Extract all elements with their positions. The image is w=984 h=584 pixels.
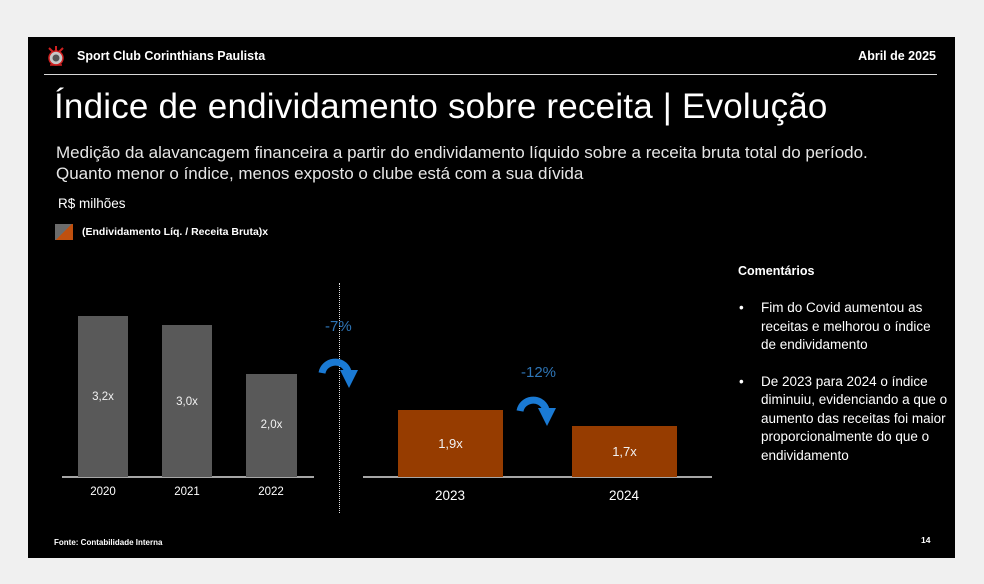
curved-arrow-down-icon (318, 358, 358, 388)
source-note: Fonte: Contabilidade Interna (54, 538, 163, 547)
bar-value: 3,2x (92, 391, 114, 403)
change-label-second: -12% (521, 364, 557, 381)
comment-item: De 2023 para 2024 o índice diminuiu, evi… (738, 373, 948, 466)
bar-value: 1,9x (438, 436, 463, 451)
chart-legend: (Endividamento Líq. / Receita Bruta)x (55, 224, 268, 240)
header-divider (44, 74, 937, 75)
bar-2021: 3,0x (162, 325, 212, 477)
club-name: Sport Club Corinthians Paulista (77, 49, 266, 63)
curved-arrow-down-icon (516, 396, 556, 426)
page-title: Índice de endividamento sobre receita | … (54, 87, 828, 126)
x-label-2024: 2024 (608, 488, 640, 503)
page-number: 14 (921, 535, 931, 545)
bar-2020: 3,2x (78, 316, 128, 477)
comments-title: Comentários (738, 264, 815, 278)
comments-list: Fim do Covid aumentou as receitas e melh… (738, 299, 948, 483)
comment-item: Fim do Covid aumentou as receitas e melh… (738, 299, 948, 355)
x-label-2022: 2022 (258, 486, 284, 498)
corinthians-crest-icon (48, 46, 64, 66)
legend-label: (Endividamento Líq. / Receita Bruta)x (82, 226, 269, 238)
period-divider (339, 283, 340, 513)
units-label: R$ milhões (58, 196, 126, 211)
report-date: Abril de 2025 (858, 49, 936, 63)
legend-swatch (55, 224, 73, 240)
bar-2024: 1,7x (572, 426, 677, 477)
x-label-2023: 2023 (434, 488, 466, 503)
subtitle-line-1: Medição da alavancagem financeira a part… (56, 143, 868, 162)
bar-2022: 2,0x (246, 374, 297, 477)
bar-value: 2,0x (260, 419, 283, 431)
bar-value: 1,7x (612, 444, 637, 459)
subtitle-line-2: Quanto menor o índice, menos exposto o c… (56, 164, 584, 183)
slide: Sport Club Corinthians Paulista Abril de… (28, 37, 955, 558)
change-label-first: -7% (325, 318, 352, 335)
bar-2023: 1,9x (398, 410, 503, 477)
chart-baseline-right (363, 476, 712, 478)
x-label-2020: 2020 (90, 486, 116, 498)
page-subtitle: Medição da alavancagem financeira a part… (56, 142, 868, 184)
x-label-2021: 2021 (174, 486, 200, 498)
bar-value: 3,0x (176, 396, 198, 408)
